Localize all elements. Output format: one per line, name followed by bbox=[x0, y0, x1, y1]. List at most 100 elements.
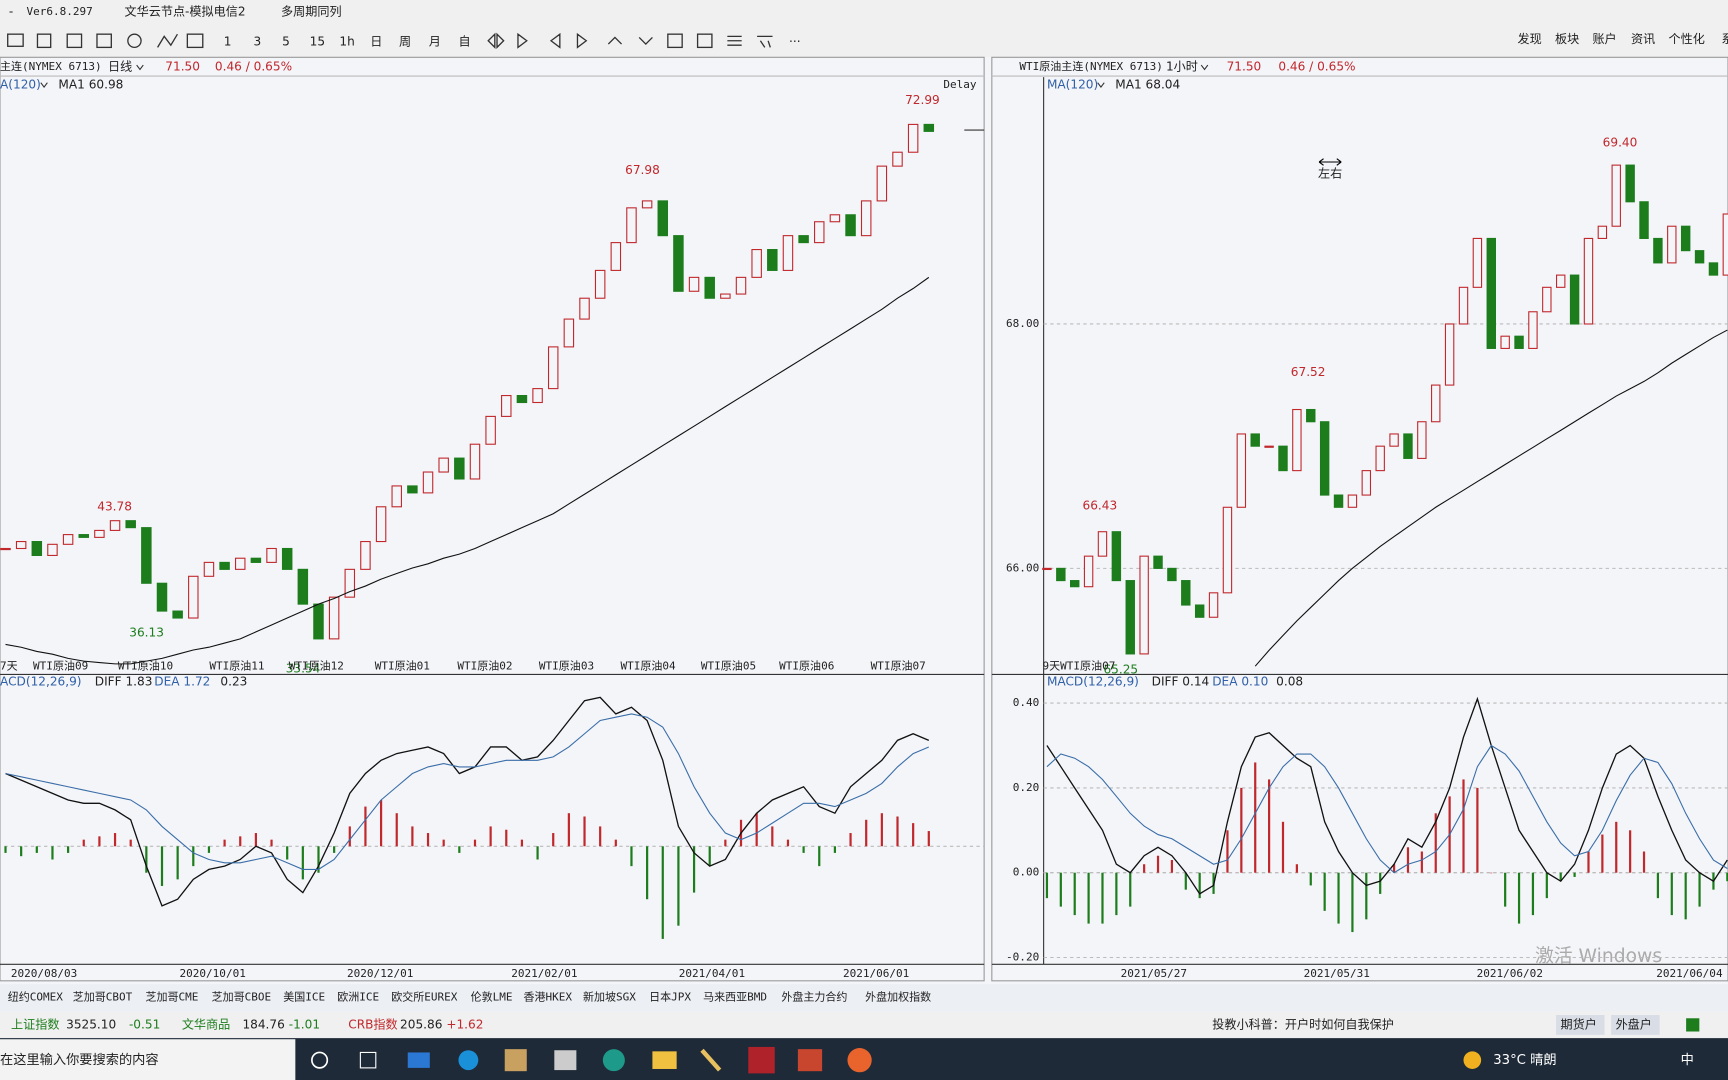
taskbar-apps[interactable] bbox=[311, 1046, 1482, 1074]
period[interactable]: 1小时 bbox=[1166, 60, 1198, 74]
candle bbox=[688, 276, 700, 292]
x-tick-label: 2021/04/01 bbox=[679, 967, 745, 980]
period[interactable]: 日线 bbox=[108, 60, 132, 74]
diff-label: DIFF 1.83 bbox=[95, 675, 153, 689]
candle bbox=[454, 457, 465, 480]
symbol[interactable]: 主连(NYMEX 6713) bbox=[0, 60, 102, 73]
candle bbox=[375, 506, 387, 543]
macd-bar bbox=[270, 839, 273, 847]
macd-bar bbox=[379, 799, 383, 847]
candle bbox=[1153, 555, 1163, 569]
dropdown[interactable] bbox=[136, 64, 144, 71]
menu-item[interactable]: 个性化 bbox=[1668, 32, 1704, 46]
x-tick-label: 2021/06/02 bbox=[1477, 967, 1543, 980]
menu-item[interactable]: 系 bbox=[1721, 32, 1728, 46]
title-item[interactable]: 文华云节点-模拟电信2 bbox=[125, 4, 246, 19]
period-button[interactable]: 15 bbox=[310, 34, 325, 48]
contract-label: WTI原油10 bbox=[118, 659, 173, 673]
index-name[interactable]: 上证指数 bbox=[11, 1016, 59, 1031]
menu-item[interactable]: 资讯 bbox=[1631, 32, 1655, 46]
exchange-tab[interactable]: 芝加哥CBOT bbox=[73, 990, 133, 1003]
diff-line bbox=[1046, 696, 1728, 895]
dropdown[interactable] bbox=[1200, 64, 1209, 71]
account[interactable]: 外盘户 bbox=[1616, 1016, 1652, 1031]
index-name[interactable]: CRB指数 bbox=[348, 1016, 397, 1031]
account-button[interactable] bbox=[1611, 1014, 1660, 1035]
account[interactable]: 期货户 bbox=[1560, 1016, 1596, 1031]
y-tick-label: -0.20 bbox=[1006, 951, 1039, 964]
macd-bar bbox=[833, 846, 837, 853]
ma-name[interactable]: A(120) bbox=[0, 77, 41, 91]
macd-name[interactable]: MACD(12,26,9) bbox=[1047, 675, 1139, 689]
period-button[interactable]: 5 bbox=[282, 34, 290, 48]
more[interactable]: ··· bbox=[789, 34, 801, 48]
exchange-tab[interactable]: 伦敦LME bbox=[471, 989, 513, 1003]
exchange-tab[interactable]: 欧交所EUREX bbox=[391, 989, 458, 1003]
exchange-tab[interactable]: 外盘主力合约 bbox=[781, 989, 847, 1003]
index-name[interactable]: 文华商品 bbox=[182, 1016, 230, 1031]
period-button[interactable]: 1h bbox=[339, 34, 354, 48]
candle bbox=[704, 276, 715, 299]
candle bbox=[188, 575, 199, 619]
contract-label: WTI原油07 bbox=[871, 659, 926, 673]
exchange-tab[interactable]: 马来西亚BMD bbox=[703, 990, 767, 1003]
search[interactable]: 在这里输入你要搜索的内容 bbox=[0, 1051, 159, 1068]
candle bbox=[798, 235, 809, 244]
macd-bar bbox=[1129, 872, 1132, 907]
ma-name[interactable]: MA(120) bbox=[1047, 77, 1098, 91]
period-button[interactable]: 周 bbox=[399, 34, 411, 48]
candle bbox=[1611, 164, 1621, 227]
period-button[interactable]: 1 bbox=[224, 34, 232, 48]
macd-bar bbox=[176, 846, 179, 880]
candle bbox=[78, 534, 90, 538]
y-tick-label: 68.00 bbox=[1006, 317, 1039, 330]
exchange-tab[interactable]: 芝加哥CME bbox=[145, 990, 198, 1003]
candle bbox=[1555, 274, 1566, 288]
exchange-tab[interactable]: 日本JPX bbox=[649, 989, 691, 1003]
period-button[interactable]: 自 bbox=[458, 34, 470, 48]
contract-label: WTI原油02 bbox=[457, 659, 512, 673]
menu-item[interactable]: 发现 bbox=[1518, 31, 1542, 46]
period-button[interactable]: 日 bbox=[370, 34, 382, 48]
menu-item[interactable]: 板块 bbox=[1555, 32, 1579, 46]
macd-bar bbox=[160, 846, 164, 886]
exchange-tab[interactable]: 外盘加权指数 bbox=[865, 989, 931, 1003]
candle bbox=[1208, 592, 1219, 618]
weather[interactable]: 33°C 晴朗 bbox=[1493, 1052, 1556, 1068]
notice[interactable]: 投教小科普：开户时如何自我保护 bbox=[1212, 1016, 1394, 1031]
exchange-tab[interactable]: 香港HKEX bbox=[523, 990, 572, 1003]
candle bbox=[1264, 445, 1274, 448]
candle bbox=[141, 527, 152, 584]
exchange-tab[interactable]: 美国ICE bbox=[283, 990, 325, 1003]
search-box[interactable] bbox=[0, 1039, 296, 1080]
candle bbox=[1222, 506, 1233, 594]
diff-line bbox=[5, 696, 930, 907]
menu-dash: - bbox=[9, 5, 13, 19]
menu-item[interactable]: 账户 bbox=[1592, 31, 1616, 46]
macd-name[interactable]: ACD(12,26,9) bbox=[0, 675, 82, 689]
macd-bar bbox=[708, 846, 711, 867]
toolbar-icons[interactable] bbox=[7, 32, 773, 49]
candle bbox=[1069, 580, 1080, 588]
exchange-tab[interactable]: 新加坡SGX bbox=[583, 989, 636, 1003]
exchange-tab[interactable]: 欧洲ICE bbox=[337, 990, 379, 1003]
period-button[interactable]: 月 bbox=[429, 34, 441, 48]
title-item[interactable]: 多周期同列 bbox=[281, 5, 342, 19]
symbol[interactable]: WTI原油主连(NYMEX 6713) bbox=[1019, 59, 1163, 73]
exchange-tab[interactable]: 纽约COMEX bbox=[8, 989, 64, 1003]
candle bbox=[923, 123, 935, 132]
candle bbox=[876, 165, 888, 202]
macd-bar bbox=[1045, 872, 1049, 899]
period-button[interactable]: 3 bbox=[253, 34, 261, 48]
account-button[interactable] bbox=[1556, 1014, 1605, 1035]
macd-bar bbox=[1170, 859, 1174, 873]
toolbar bbox=[0, 24, 1728, 58]
candle bbox=[767, 249, 778, 271]
exchange-tab[interactable]: 芝加哥CBOE bbox=[212, 990, 272, 1003]
candle bbox=[1097, 531, 1108, 557]
ime[interactable]: 中 bbox=[1681, 1052, 1694, 1068]
dropdown[interactable] bbox=[40, 82, 48, 88]
macd-bar bbox=[1115, 872, 1118, 916]
dropdown[interactable] bbox=[1097, 82, 1105, 88]
